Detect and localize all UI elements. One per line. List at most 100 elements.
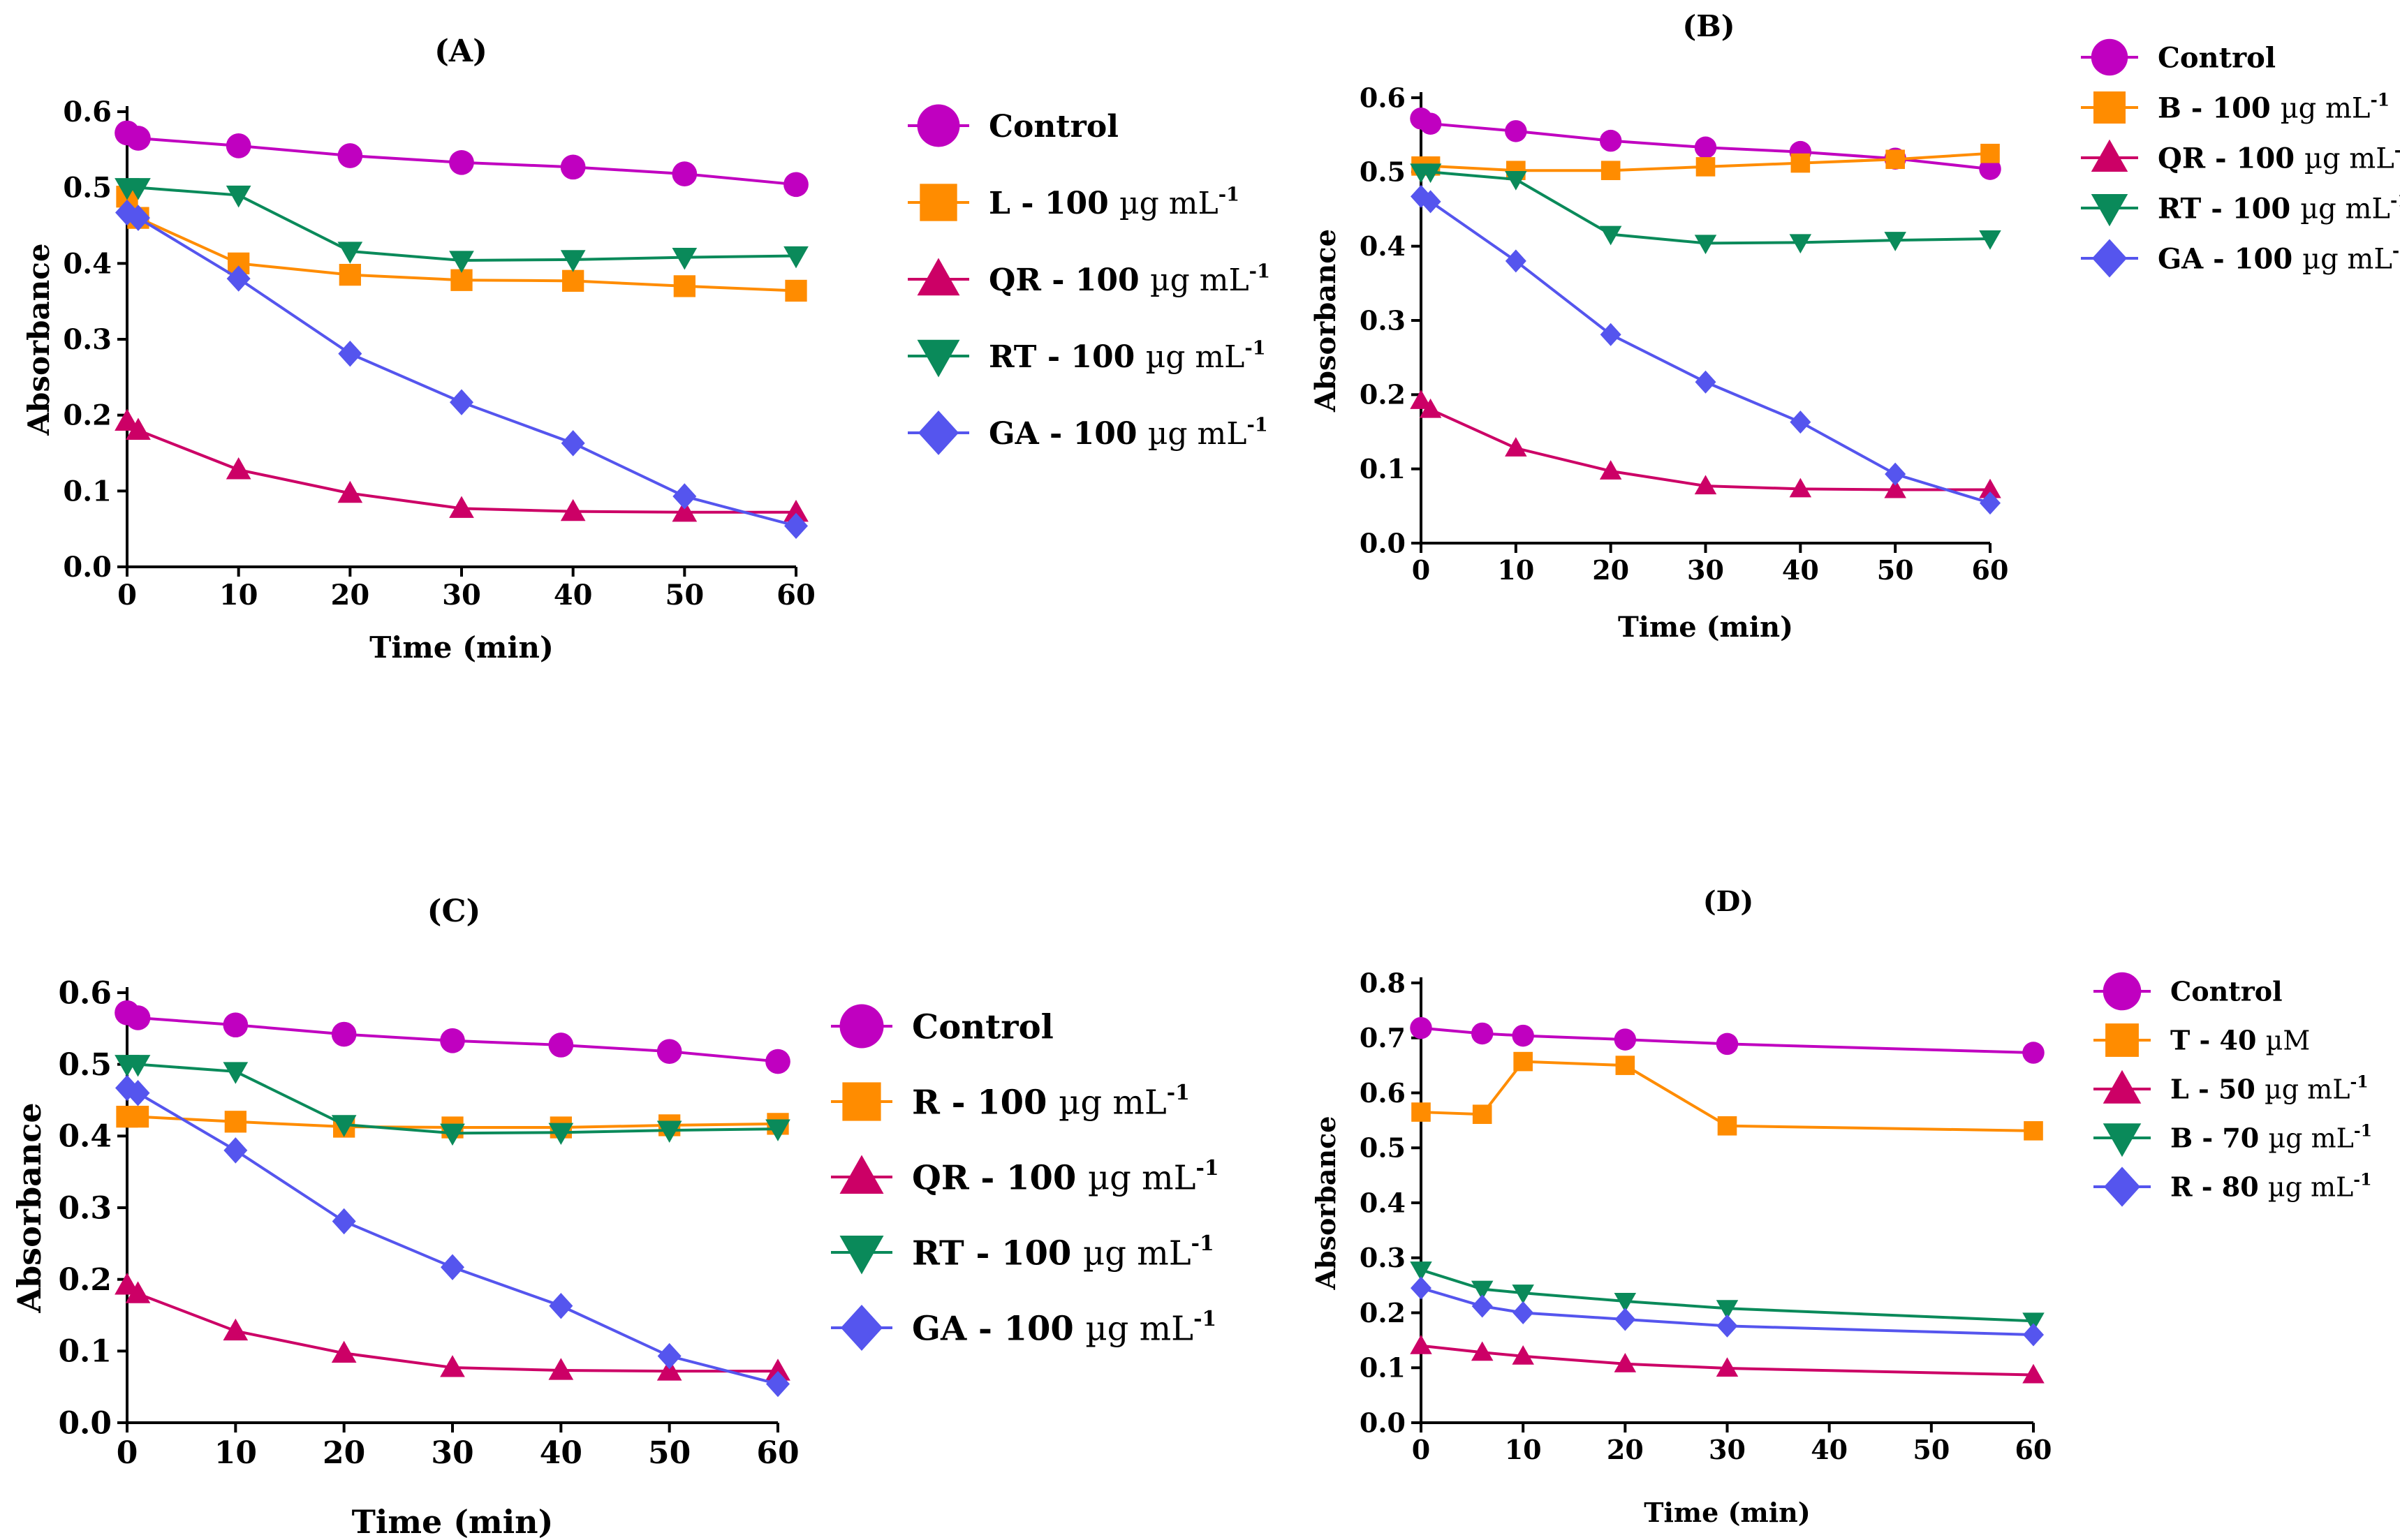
legend-label: Control	[2170, 976, 2283, 1007]
series-line	[126, 211, 797, 528]
data-point	[1695, 370, 1716, 394]
y-tick-label: 0.4	[1360, 230, 1406, 262]
series-line	[1420, 117, 1991, 171]
legend-label-sup: -1	[1219, 183, 1239, 205]
panel-b: (B) 0 10 20 30 40 50 60 0.0 0.1 0.2 0.3 0.4 0.5 0.6 Tim…	[1309, 9, 2400, 644]
legend-item: R - 80 µg mL-1	[2093, 1167, 2371, 1207]
legend-item: RT - 100 µg mL-1	[2081, 191, 2400, 227]
data-point	[223, 1062, 249, 1084]
y-tick-label: 0.2	[58, 1262, 112, 1298]
data-point	[1717, 1116, 1737, 1136]
legend-label-unit: µg mL	[2281, 92, 2371, 124]
legend-item: T - 40 µM	[2093, 1023, 2310, 1057]
data-point	[1513, 1051, 1533, 1072]
data-point	[1885, 462, 1906, 486]
data-point	[223, 1137, 248, 1164]
legend-item: Control	[2093, 972, 2283, 1011]
series-line	[126, 1086, 779, 1386]
data-point	[224, 1111, 246, 1133]
legend-label-main: RT - 100	[989, 339, 1146, 375]
legend-label-unit: µg mL	[1119, 186, 1219, 221]
series-line	[127, 186, 797, 262]
series-circle	[1410, 1016, 2045, 1064]
x-tick-label: 30	[1687, 554, 1724, 586]
legend-item: L - 100 µg mL-1	[908, 183, 1239, 221]
data-point	[656, 1358, 682, 1381]
data-point	[1979, 158, 2001, 180]
series-diamond	[1411, 1276, 2044, 1347]
legend-item: RT - 100 µg mL-1	[908, 336, 1266, 378]
x-tick-label: 60	[2015, 1434, 2052, 1465]
data-point	[449, 496, 474, 518]
y-tick-label: 0.2	[1360, 379, 1406, 410]
series-triangle-down	[115, 1055, 790, 1146]
data-point	[450, 389, 473, 415]
series-line	[127, 1063, 779, 1135]
data-point	[331, 1340, 357, 1363]
data-point	[560, 250, 586, 272]
data-point	[1512, 1284, 1534, 1304]
data-point	[125, 1281, 151, 1303]
series-triangle-down	[1410, 1261, 2045, 1333]
legend-label: QR - 100 µg mL-1	[989, 260, 1270, 297]
legend-marker	[2091, 38, 2128, 76]
legend-label-main: RT - 100	[2158, 192, 2300, 225]
legend-label-main: GA - 100	[989, 416, 1148, 452]
x-tick-label: 40	[554, 579, 593, 612]
legend-label-main: Control	[2158, 41, 2276, 74]
x-tick-label: 20	[330, 579, 369, 612]
data-point	[1599, 460, 1622, 480]
data-point	[765, 1119, 790, 1141]
data-point	[332, 1208, 356, 1235]
data-point	[1615, 1056, 1635, 1075]
y-tick-label: 0.1	[58, 1334, 112, 1370]
panel-title: (B)	[1682, 9, 1735, 43]
data-point	[785, 279, 807, 302]
x-tick-label: 30	[431, 1435, 473, 1471]
legend-label-main: B - 100	[2158, 91, 2281, 124]
y-tick-label: 0.6	[1360, 1077, 1406, 1109]
legend-item: Control	[831, 1004, 1054, 1049]
legend-item: QR - 100 µg mL-1	[831, 1155, 1219, 1197]
x-tick-label: 10	[1497, 554, 1534, 586]
series-line	[1420, 195, 1991, 505]
data-point	[1512, 1345, 1534, 1365]
y-tick-label: 0.3	[1360, 1242, 1406, 1273]
data-point	[673, 275, 695, 297]
data-point	[1471, 1022, 1494, 1045]
legend-item: Control	[908, 104, 1119, 147]
data-point	[548, 1123, 574, 1146]
legend-label-main: T - 40	[2170, 1025, 2266, 1056]
legend-label-main: QR - 100	[912, 1158, 1088, 1197]
data-point	[1411, 1102, 1431, 1122]
legend-label-main: R - 80	[2170, 1171, 2268, 1203]
y-tick-label: 0.2	[1360, 1297, 1406, 1328]
legend-label: GA - 100 µg mL-1	[2158, 241, 2400, 276]
data-point	[1600, 323, 1621, 346]
x-tick-label: 40	[1782, 554, 1819, 586]
legend-label-main: Control	[2170, 976, 2283, 1007]
legend-label: RT - 100 µg mL-1	[912, 1231, 1214, 1273]
series-triangle-up	[1410, 390, 2001, 498]
y-tick-label: 0.3	[63, 323, 112, 356]
legend-item: QR - 100 µg mL-1	[2081, 139, 2400, 175]
series-line	[127, 1115, 779, 1130]
x-tick-label: 40	[540, 1435, 582, 1471]
data-point	[1505, 249, 1526, 273]
legend-label: RT - 100 µg mL-1	[989, 336, 1266, 374]
panel-title: (C)	[427, 894, 481, 929]
data-point	[126, 1080, 150, 1106]
data-point	[1694, 235, 1717, 255]
legend-label-unit: µg mL	[1059, 1083, 1167, 1122]
legend-label-sup: -1	[1167, 1081, 1190, 1105]
data-point	[1789, 477, 1812, 498]
data-point	[337, 242, 363, 264]
legend-label-sup: -1	[1246, 413, 1267, 436]
legend-label: Control	[2158, 41, 2276, 74]
legend-label-unit: µg mL	[2302, 243, 2392, 275]
y-tick-label: 0.0	[63, 551, 112, 584]
legend-item: GA - 100 µg mL-1	[908, 410, 1268, 455]
x-tick-label: 0	[1412, 1434, 1430, 1465]
x-axis-label: Time (min)	[1618, 611, 1793, 644]
data-point	[1410, 1016, 1432, 1039]
